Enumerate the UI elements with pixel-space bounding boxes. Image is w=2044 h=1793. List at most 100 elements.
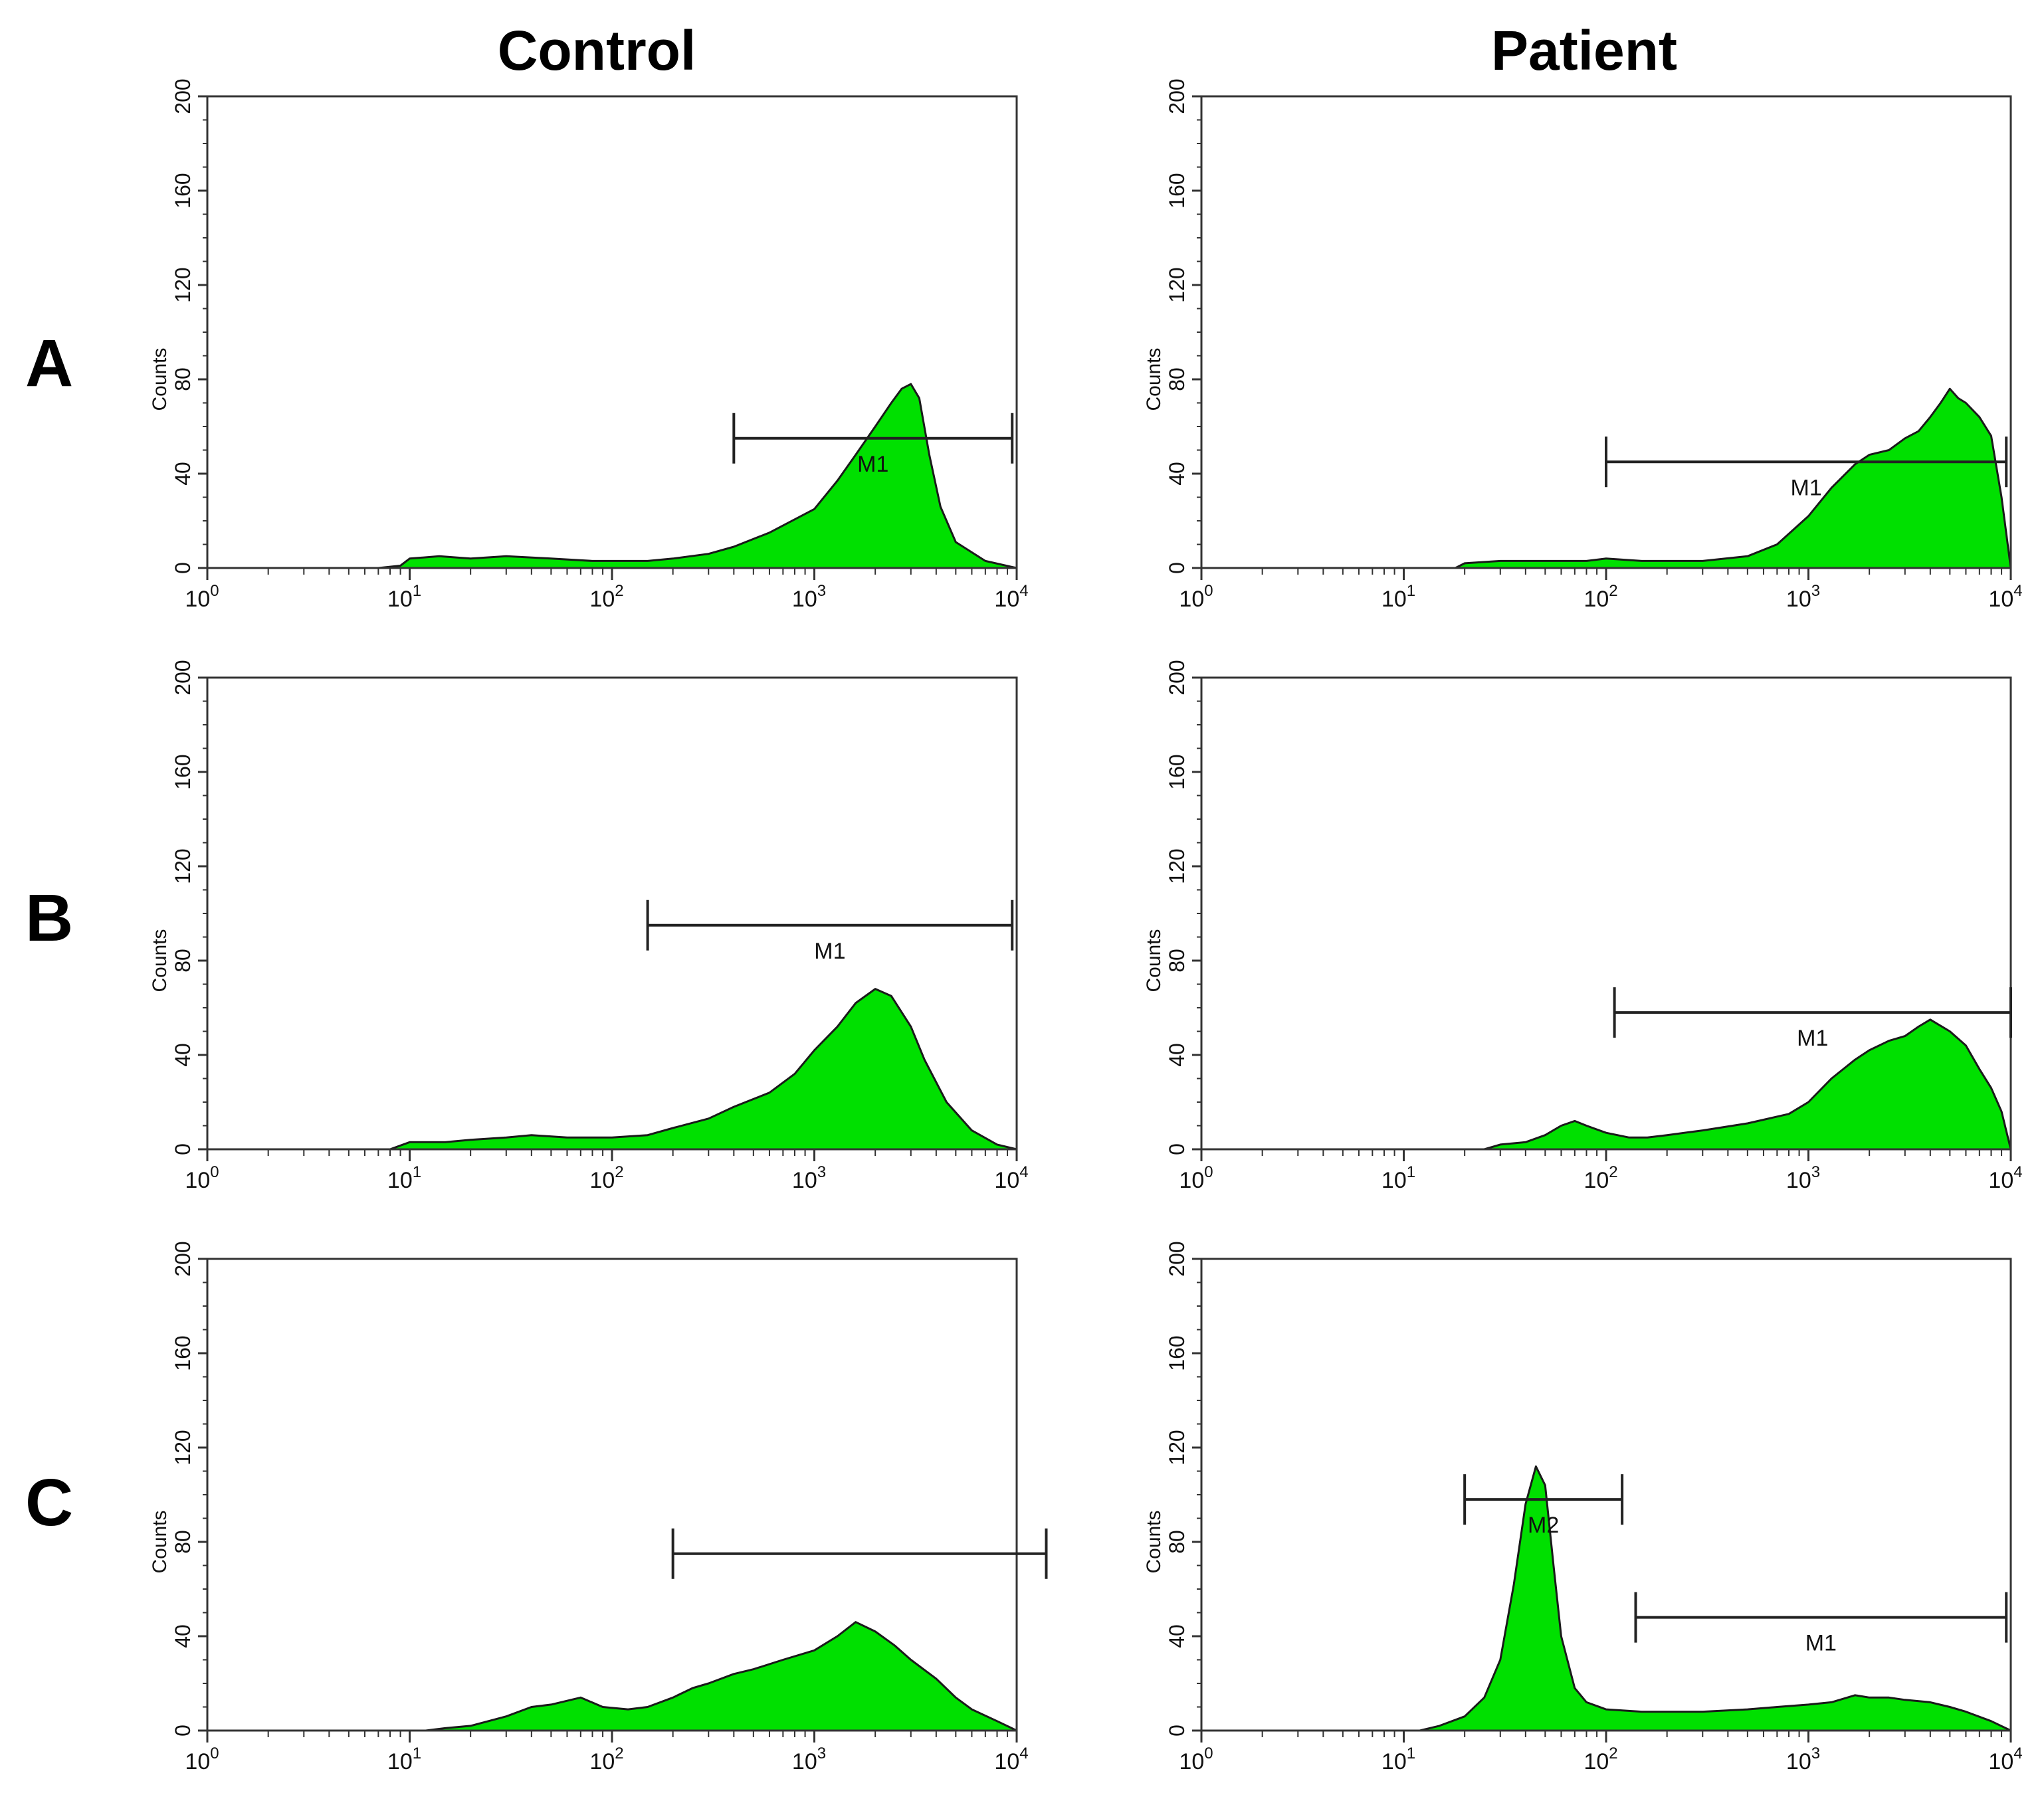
x-tick-label: 100	[1179, 1745, 1213, 1774]
x-tick-label: 103	[1786, 582, 1820, 612]
x-tick-exponent: 3	[1811, 1745, 1820, 1762]
y-tick-label: 200	[171, 78, 195, 114]
x-tick-label: 102	[1584, 582, 1617, 612]
histogram-area	[1200, 387, 2012, 569]
x-tick-label: 104	[1988, 1163, 2022, 1193]
plot-frame	[1200, 1258, 2012, 1732]
y-tick-label: 120	[1165, 848, 1189, 884]
x-tick-exponent: 4	[2013, 1745, 2022, 1762]
y-tick-label: 160	[171, 173, 195, 208]
x-tick-exponent: 0	[1204, 582, 1213, 600]
y-tick-label: 40	[171, 462, 195, 486]
histogram-area	[206, 988, 1018, 1151]
x-tick-exponent: 2	[1609, 582, 1617, 600]
control-column-title: Control	[497, 19, 696, 82]
y-tick-label: 40	[171, 1624, 195, 1648]
x-tick-label: 102	[1584, 1163, 1617, 1193]
x-tick-exponent: 3	[817, 1745, 826, 1762]
x-tick-exponent: 1	[413, 1163, 421, 1181]
y-tick-label: 0	[171, 1725, 195, 1737]
y-tick-label: 160	[1165, 754, 1189, 789]
x-tick-exponent: 2	[1609, 1745, 1617, 1762]
x-tick-exponent: 2	[615, 1163, 623, 1181]
x-tick-exponent: 4	[1019, 1163, 1028, 1181]
x-tick-label: 101	[387, 582, 421, 612]
row-label-b: B	[25, 881, 74, 955]
x-tick-label: 101	[1381, 1745, 1415, 1774]
patient-column-title: Patient	[1490, 19, 1678, 82]
x-tick-label: 100	[185, 1163, 219, 1193]
x-tick-label: 100	[185, 1745, 219, 1774]
y-tick-label: 120	[171, 848, 195, 884]
x-tick-exponent: 3	[817, 582, 826, 600]
marker-label: M1	[1797, 1026, 1828, 1051]
x-tick-exponent: 1	[1407, 1745, 1415, 1762]
marker-label: M2	[1528, 1513, 1559, 1538]
x-tick-label: 104	[994, 1745, 1028, 1774]
x-tick-exponent: 3	[1811, 1163, 1820, 1181]
y-tick-label: 0	[171, 562, 195, 574]
x-tick-exponent: 1	[413, 1745, 421, 1762]
x-tick-label: 103	[792, 582, 826, 612]
marker-label: M1	[1805, 1631, 1837, 1656]
x-tick-label: 101	[1381, 582, 1415, 612]
x-tick-label: 104	[1988, 1745, 2022, 1774]
x-tick-exponent: 4	[1019, 1745, 1028, 1762]
x-tick-exponent: 0	[210, 1745, 219, 1762]
x-tick-exponent: 0	[210, 1163, 219, 1181]
histogram-area	[206, 383, 1018, 569]
y-tick-label: 200	[171, 1241, 195, 1276]
y-tick-label: 80	[171, 367, 195, 391]
x-tick-exponent: 0	[1204, 1745, 1213, 1762]
x-tick-exponent: 1	[1407, 1163, 1415, 1181]
x-tick-label: 103	[1786, 1745, 1820, 1774]
histogram-area	[1200, 1465, 2012, 1732]
y-tick-label: 200	[1165, 78, 1189, 114]
x-tick-label: 103	[792, 1163, 826, 1193]
x-tick-exponent: 1	[1407, 582, 1415, 600]
y-tick-label: 80	[1165, 367, 1189, 391]
y-axis-label: Counts	[1143, 929, 1165, 992]
x-tick-exponent: 4	[2013, 582, 2022, 600]
x-tick-label: 100	[1179, 1163, 1213, 1193]
x-tick-exponent: 1	[413, 582, 421, 600]
x-tick-exponent: 4	[2013, 1163, 2022, 1181]
x-tick-label: 102	[589, 1745, 623, 1774]
marker-label: M1	[1790, 475, 1821, 500]
x-tick-exponent: 3	[817, 1163, 826, 1181]
marker-label: M1	[814, 939, 845, 964]
x-tick-label: 103	[1786, 1163, 1820, 1193]
x-tick-exponent: 2	[615, 1745, 623, 1762]
y-tick-label: 0	[1165, 562, 1189, 574]
y-tick-label: 0	[1165, 1725, 1189, 1737]
x-tick-label: 104	[994, 1163, 1028, 1193]
y-tick-label: 200	[1165, 660, 1189, 695]
x-tick-label: 100	[185, 582, 219, 612]
y-tick-label: 200	[1165, 1241, 1189, 1276]
y-tick-label: 120	[171, 267, 195, 302]
y-tick-label: 120	[171, 1430, 195, 1465]
y-tick-label: 160	[171, 754, 195, 789]
x-tick-label: 104	[994, 582, 1028, 612]
x-tick-label: 102	[589, 1163, 623, 1193]
histogram-area	[1200, 1018, 2012, 1151]
y-tick-label: 0	[171, 1143, 195, 1155]
y-axis-label: Counts	[1143, 1510, 1165, 1573]
x-tick-exponent: 3	[1811, 582, 1820, 600]
marker-label: M1	[857, 452, 888, 477]
x-tick-exponent: 2	[615, 582, 623, 600]
x-tick-label: 101	[387, 1745, 421, 1774]
y-tick-label: 160	[171, 1335, 195, 1370]
histogram-area	[206, 1621, 1018, 1732]
x-tick-label: 101	[387, 1163, 421, 1193]
y-tick-label: 40	[171, 1043, 195, 1067]
y-tick-label: 120	[1165, 1430, 1189, 1465]
y-tick-label: 80	[171, 1530, 195, 1554]
y-tick-label: 80	[1165, 1530, 1189, 1554]
y-tick-label: 200	[171, 660, 195, 695]
y-tick-label: 120	[1165, 267, 1189, 302]
